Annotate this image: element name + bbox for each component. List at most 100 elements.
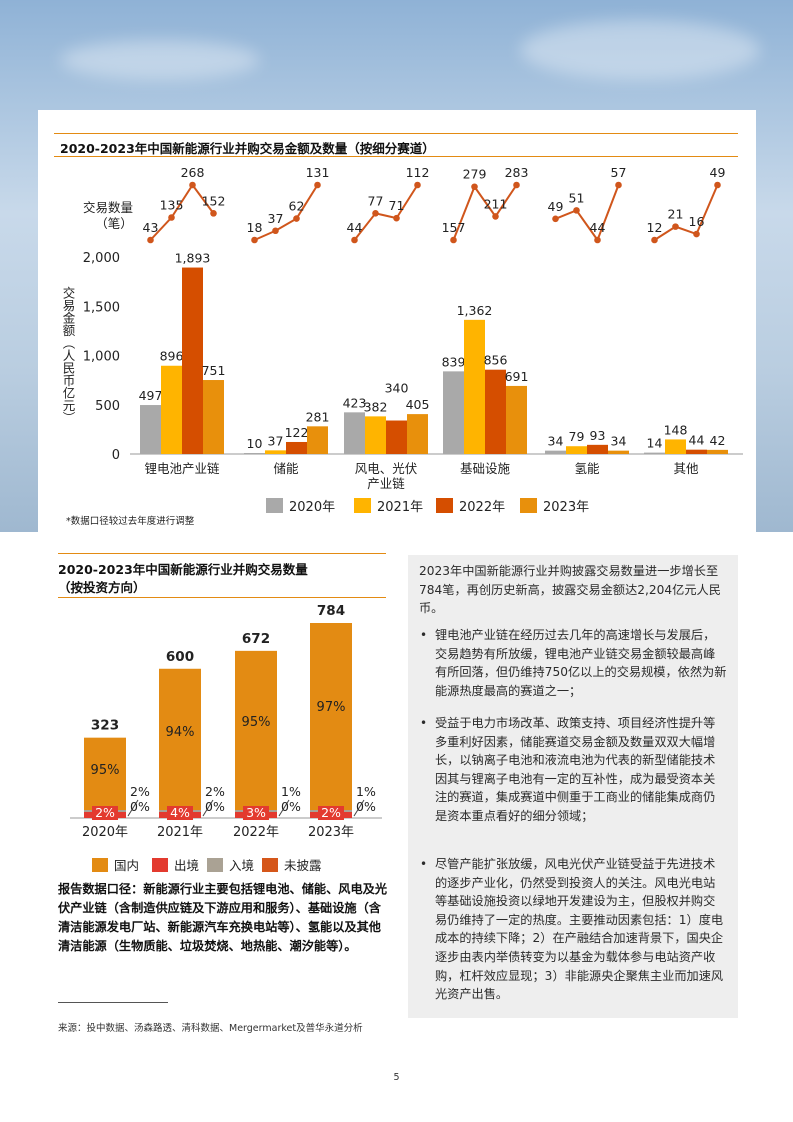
total-label: 672 [242, 631, 270, 647]
source-rule [58, 1002, 168, 1003]
bar [608, 450, 629, 454]
count-label: 283 [505, 165, 529, 180]
bar [407, 414, 428, 454]
outbound-label-box [92, 806, 118, 820]
chart2-title-line1: 2020-2023年中国新能源行业并购交易数量 [58, 562, 308, 577]
count-point [450, 236, 457, 244]
count-label: 12 [647, 220, 663, 235]
outbound-label-box [318, 806, 344, 820]
bar [161, 365, 182, 454]
category-label: 储能 [273, 461, 299, 476]
count-line [653, 184, 719, 241]
source-text: 来源：投中数据、汤森路透、清科数据、Mergermarket及普华永道分析 [58, 1023, 363, 1034]
count-point [351, 236, 358, 244]
bar-value-label: 281 [306, 409, 330, 424]
inbound-percent: 2% [130, 784, 150, 799]
bar-value-label: 34 [611, 434, 627, 449]
bullet-marker: • [420, 857, 428, 871]
legend-swatch [92, 858, 108, 872]
bar [182, 267, 203, 454]
title-rule-bottom [54, 156, 738, 157]
count-point [210, 210, 217, 217]
legend-swatch [354, 498, 371, 513]
domestic-percent: 94% [166, 725, 195, 740]
legend-swatch [152, 858, 168, 872]
count-label: 44 [347, 220, 363, 235]
bar [344, 412, 365, 454]
bar [443, 371, 464, 454]
report-data-note: 报告数据口径：新能源行业主要包括锂电池、储能、风电及光伏产业链（含制造供应链及下… [58, 882, 388, 953]
leader-line [353, 799, 365, 817]
legend-swatch [207, 858, 223, 872]
bullet-marker: • [420, 716, 428, 730]
bar-value-label: 382 [364, 399, 388, 414]
bar-value-label: 42 [710, 433, 726, 448]
legend-label: 2021年 [377, 500, 423, 515]
count-label: 135 [160, 198, 184, 213]
count-point [314, 181, 321, 189]
title-rule-top [54, 133, 738, 134]
undisclosed-percent: 0% [281, 799, 301, 814]
count-label: 43 [143, 220, 159, 235]
count-line [555, 184, 620, 243]
legend-label: 国内 [114, 858, 139, 873]
count-label-line2: （笔） [95, 216, 133, 231]
bar-value-label: 79 [569, 429, 585, 444]
count-point [693, 230, 700, 238]
outbound-label-box [243, 806, 269, 820]
legend-label: 入境 [229, 858, 254, 873]
legend-label: 2022年 [459, 500, 505, 515]
bar [485, 369, 506, 454]
count-label: 77 [368, 193, 384, 208]
bar [265, 450, 286, 454]
chart2-title-line2: （按投资方向） [58, 580, 146, 595]
count-label: 16 [689, 214, 705, 229]
count-point [372, 210, 379, 217]
bar-value-label: 44 [689, 433, 705, 448]
category-label: 风电、光伏 [355, 461, 418, 476]
bar-value-label: 14 [647, 436, 663, 451]
count-point [672, 223, 679, 230]
bar-value-label: 839 [442, 354, 466, 369]
cloud-decoration [60, 40, 260, 80]
bar [365, 416, 386, 454]
bar-value-label: 423 [343, 395, 367, 410]
bar-value-label: 148 [664, 422, 688, 437]
count-label: 157 [442, 220, 466, 235]
bar-domestic [159, 668, 201, 810]
commentary-intro: 2023年中国新能源行业并购披露交易数量进一步增长至784笔，再创历史新高，披露… [419, 564, 721, 616]
domestic-percent: 95% [91, 763, 120, 778]
bar-value-label: 37 [268, 433, 284, 448]
bar-value-label: 896 [160, 349, 184, 364]
count-label: 71 [389, 198, 405, 213]
legend-label: 出境 [174, 858, 199, 873]
category-label: 锂电池产业链 [144, 461, 220, 476]
count-point [272, 227, 279, 235]
count-point [615, 181, 622, 189]
count-point [651, 236, 658, 244]
chart1-ylabel: 交易金额（人民币亿元） [61, 285, 76, 424]
bar-value-label: 1,893 [175, 251, 211, 266]
bar [244, 453, 265, 454]
bar-domestic [235, 650, 277, 810]
y-tick-label: 1,000 [83, 350, 120, 365]
chart1-panel: 2020-2023年中国新能源行业并购交易金额及数量（按细分赛道） 交易数量 （… [38, 110, 756, 532]
domestic-percent: 97% [317, 700, 346, 715]
year-label: 2020年 [82, 825, 128, 840]
legend-label: 未披露 [284, 858, 322, 873]
total-label: 323 [91, 718, 119, 734]
bar-value-label: 122 [285, 425, 309, 440]
count-label: 21 [668, 207, 684, 222]
count-line [254, 184, 319, 241]
count-point [293, 215, 300, 222]
count-point [147, 236, 154, 244]
count-point [393, 214, 400, 222]
count-label: 112 [406, 165, 430, 180]
outbound-label-box [167, 806, 193, 820]
bar [203, 380, 224, 454]
y-tick-label: 500 [95, 399, 120, 414]
count-point [414, 181, 421, 189]
bar-value-label: 1,362 [457, 303, 493, 318]
bar [545, 450, 566, 454]
outbound-percent: 2% [95, 805, 115, 820]
